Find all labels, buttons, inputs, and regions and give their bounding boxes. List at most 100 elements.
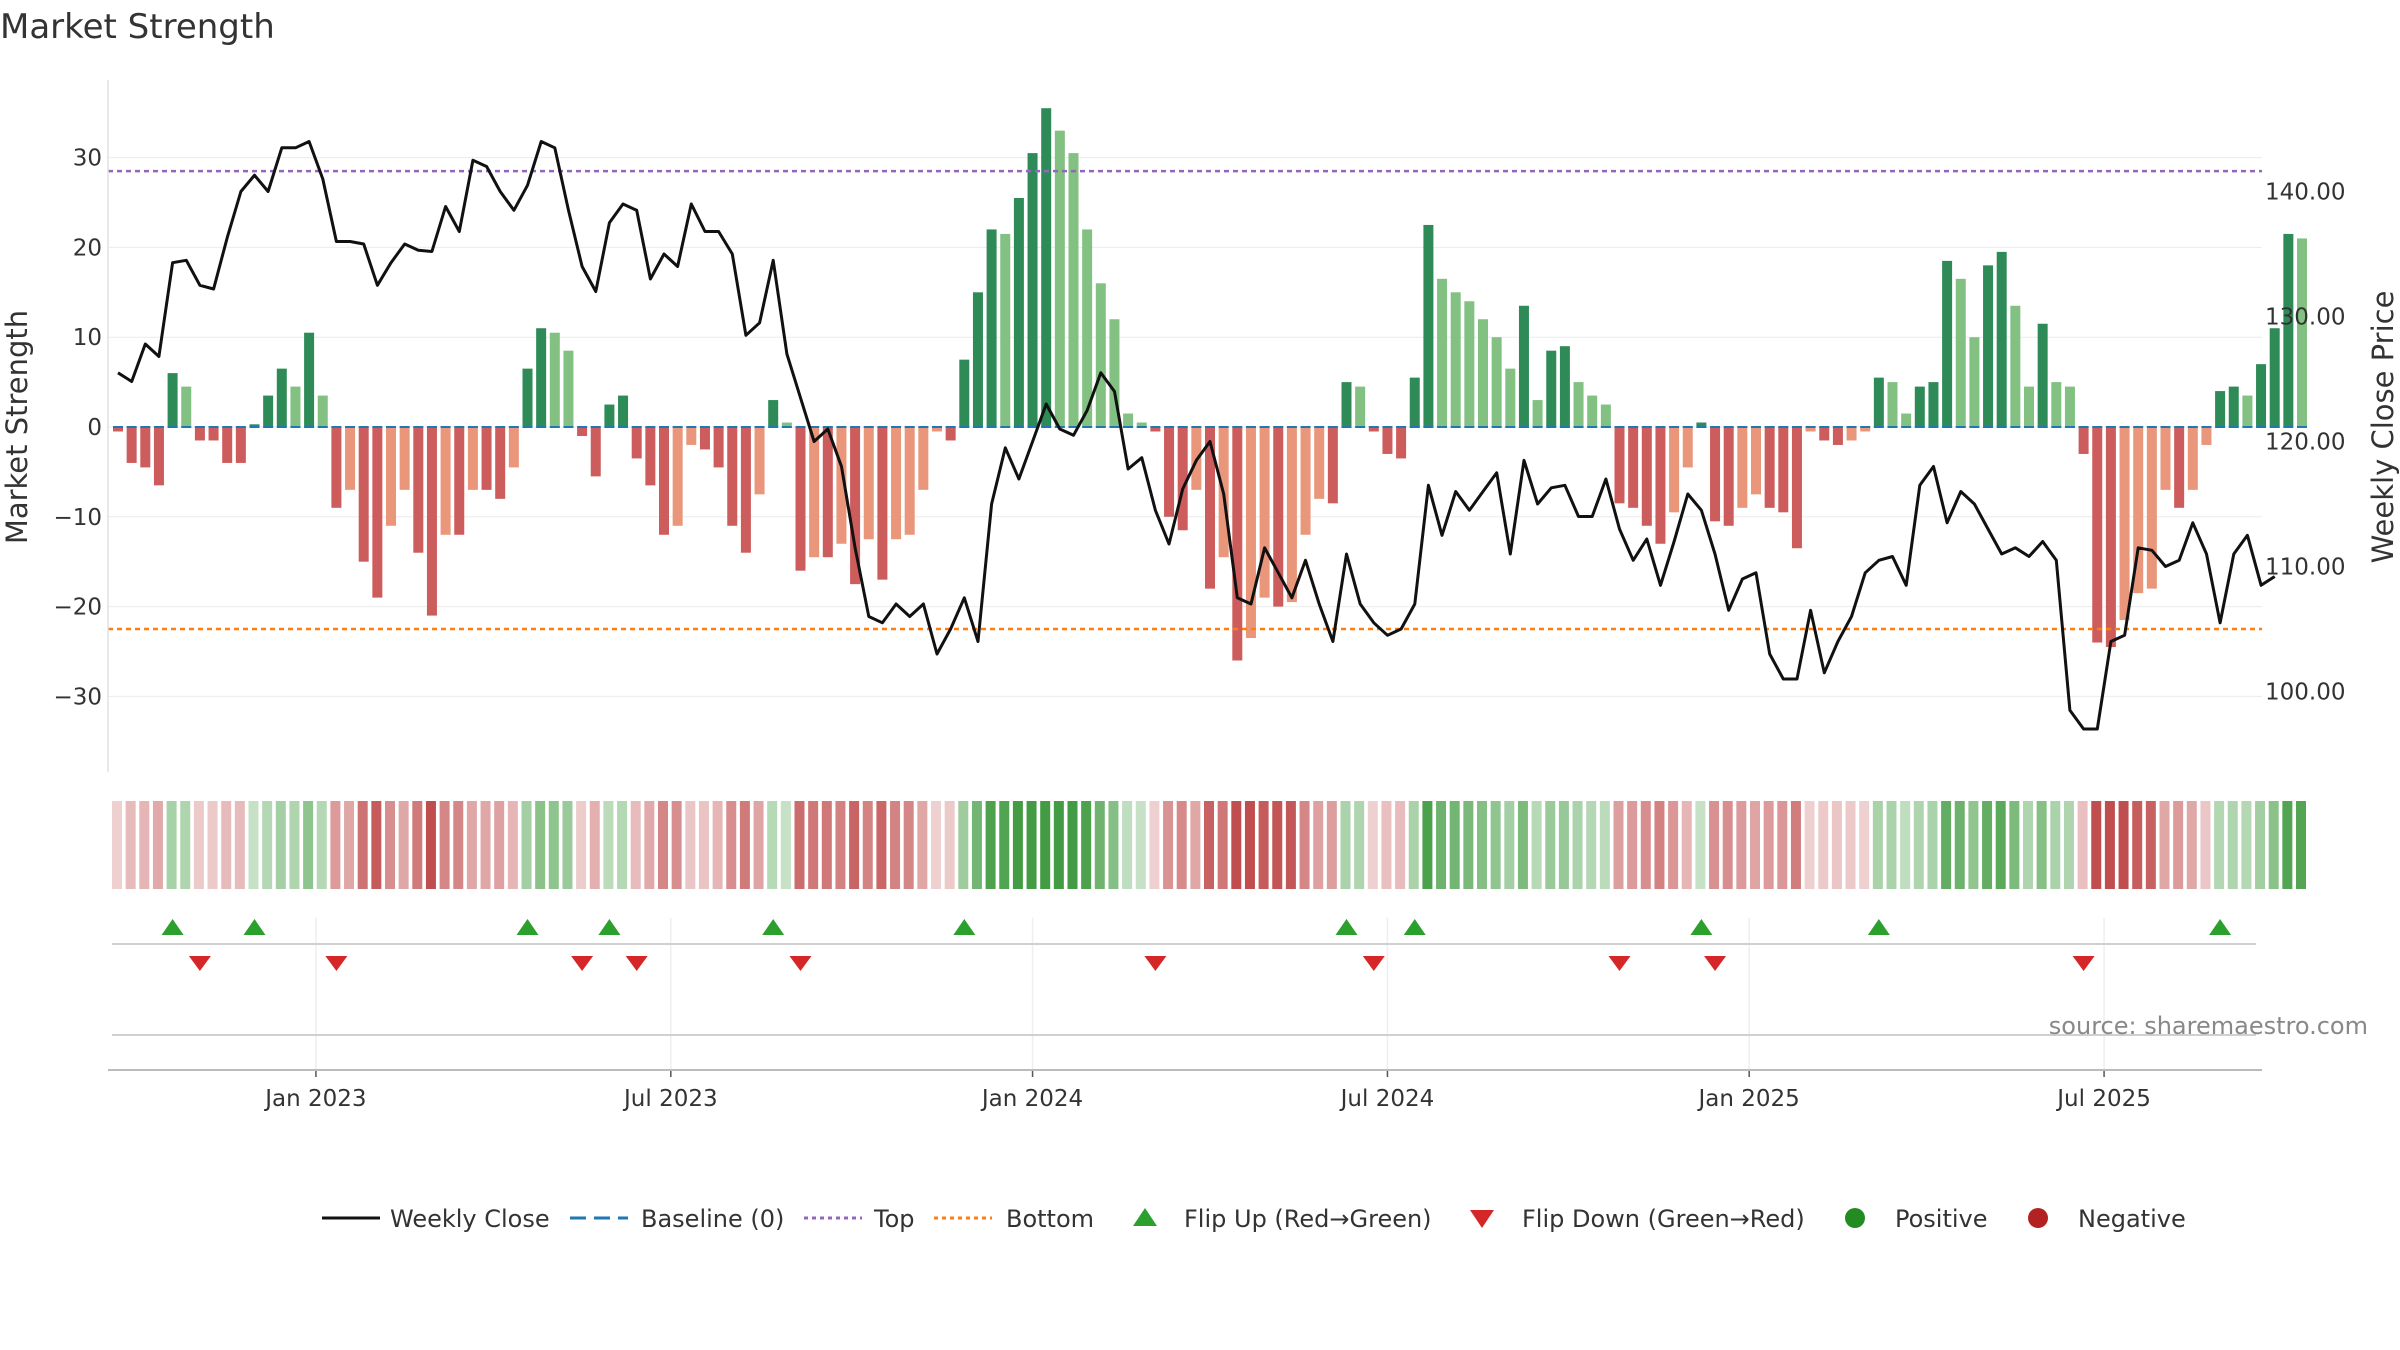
strength-bar (809, 427, 820, 558)
state-cell (671, 801, 682, 889)
flip-down-marker (625, 956, 648, 971)
state-cell (1613, 801, 1624, 889)
state-cell (180, 801, 191, 889)
flip-down-marker (1144, 956, 1167, 971)
x-tick-label: Jan 2023 (263, 1086, 366, 1112)
state-cell (330, 801, 341, 889)
state-cell (1927, 801, 1938, 889)
flip-down-marker (789, 956, 812, 971)
strength-bar (2228, 386, 2239, 427)
flip-up-marker (1867, 919, 1890, 935)
strength-bar (1177, 427, 1188, 531)
state-cell (221, 801, 232, 889)
state-cell (2241, 801, 2252, 889)
strength-bar (2010, 305, 2021, 427)
strength-bar (1205, 427, 1215, 589)
y-tick-left: −20 (53, 595, 102, 621)
strength-bar (1041, 108, 1052, 428)
strength-bar (986, 229, 997, 427)
state-cell (2255, 801, 2266, 889)
state-cell (726, 801, 737, 889)
reference-lines (108, 169, 2307, 631)
state-cell (1599, 801, 1610, 889)
strength-bar (1614, 427, 1625, 504)
legend-item: Flip Up (Red→Green) (1133, 1205, 1432, 1233)
state-cell (1517, 801, 1528, 889)
strength-bar (659, 427, 669, 535)
state-cell (166, 801, 177, 889)
state-cell (344, 801, 355, 889)
state-cell (1695, 801, 1706, 889)
strength-bar (1054, 130, 1065, 427)
strength-bar (1791, 427, 1802, 549)
state-cell (548, 801, 559, 889)
state-cell (2118, 801, 2129, 889)
state-cell (248, 801, 259, 889)
state-cell (2214, 801, 2225, 889)
strength-bar (2242, 395, 2253, 427)
strength-bar (1641, 427, 1652, 526)
state-cell (1504, 801, 1515, 889)
state-cell (152, 801, 163, 889)
state-cell (2145, 801, 2156, 889)
state-cell (603, 801, 614, 889)
state-cell (1244, 801, 1255, 889)
strength-bar (140, 427, 151, 468)
state-cell (644, 801, 655, 889)
state-cell (658, 801, 668, 889)
state-cell (821, 801, 832, 889)
state-cell (1750, 801, 1760, 889)
strength-bar (1587, 395, 1598, 427)
strength-bar (918, 427, 929, 490)
strength-bar (1082, 229, 1093, 427)
strength-bar (768, 400, 779, 427)
flip-up-marker (598, 919, 621, 935)
x-tick-label: Jul 2025 (2055, 1086, 2151, 1112)
strength-bar (1764, 427, 1775, 508)
strength-bar (126, 427, 137, 463)
legend-swatch-positive (1845, 1208, 1865, 1228)
state-cell (589, 801, 600, 889)
strength-bar (563, 350, 574, 427)
state-cell (971, 801, 982, 889)
y-tick-right: 140.00 (2265, 180, 2345, 206)
strength-bar (331, 427, 342, 508)
strength-bar (1682, 427, 1693, 468)
x-tick-label: Jan 2025 (1697, 1086, 1800, 1112)
state-cell (412, 801, 423, 889)
strength-bar (727, 427, 738, 526)
state-cell (1285, 801, 1296, 889)
strength-bar (1969, 337, 1980, 427)
strength-bar (1573, 382, 1584, 427)
state-cell (2063, 801, 2074, 889)
strength-bar (1819, 427, 1830, 441)
state-cell (1122, 801, 1133, 889)
strength-bar (2078, 427, 2089, 454)
state-cell (2227, 801, 2238, 889)
state-cell (1954, 801, 1965, 889)
strength-bar (1710, 427, 1721, 522)
flip-down-marker (325, 956, 348, 971)
x-tick-label: Jul 2023 (622, 1086, 718, 1112)
flip-up-marker (2209, 919, 2232, 935)
strength-bar (590, 427, 601, 477)
legend-label: Top (873, 1205, 915, 1233)
strength-bar (1491, 337, 1502, 427)
state-cell (1777, 801, 1788, 889)
state-cell (794, 801, 805, 889)
strength-bar (972, 292, 983, 427)
state-cell (1463, 801, 1474, 889)
state-cell (944, 801, 955, 889)
state-cell (876, 801, 887, 889)
state-cell (289, 801, 300, 889)
state-cell (521, 801, 532, 889)
legend-label: Bottom (1006, 1205, 1094, 1233)
state-cell (862, 801, 873, 889)
state-cell (507, 801, 518, 889)
strength-bar (1341, 382, 1352, 427)
state-cell (207, 801, 218, 889)
state-cell (2077, 801, 2088, 889)
strength-bars (113, 108, 2307, 661)
state-cell (1190, 801, 1201, 889)
